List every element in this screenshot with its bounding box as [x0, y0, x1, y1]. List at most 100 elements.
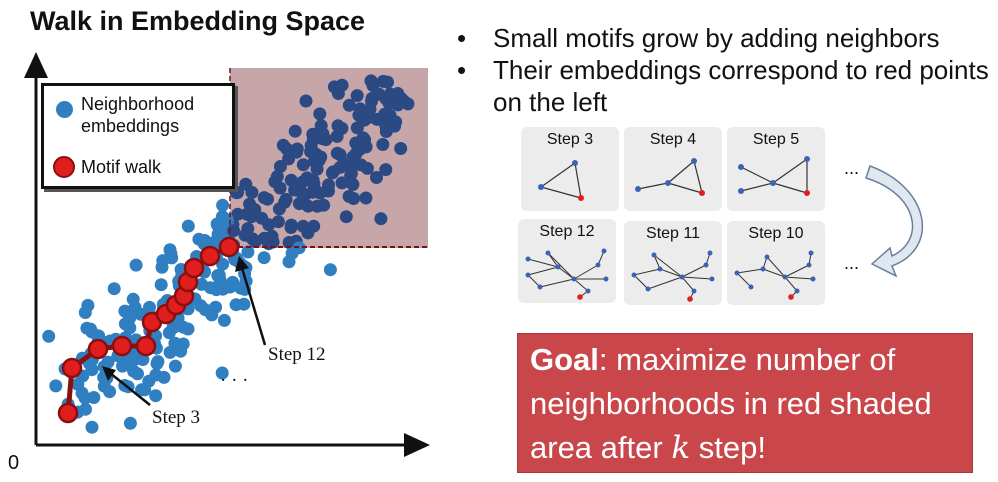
neighborhood-point: [127, 364, 141, 378]
neighborhood-point: [394, 142, 408, 155]
neighborhood-point: [327, 80, 341, 94]
neighborhood-point: [210, 217, 224, 231]
neighborhood-point: [335, 121, 349, 135]
neighborhood-point: [360, 161, 374, 175]
neighborhood-point: [326, 165, 340, 179]
goal-keyword: Goal: [530, 342, 599, 377]
neighborhood-point: [216, 198, 230, 212]
neighborhood-point: [85, 363, 99, 377]
neighborhood-point: [85, 420, 99, 434]
neighborhood-point: [313, 107, 327, 121]
neighborhood-point: [257, 251, 271, 265]
neighborhood-point: [168, 359, 182, 373]
page-title: Walk in Embedding Space: [30, 6, 366, 36]
neighborhood-point: [229, 186, 243, 200]
neighborhood-point: [217, 313, 231, 327]
step3-annotation: Step 3: [152, 407, 201, 428]
neighborhood-point: [126, 292, 140, 306]
neighborhood-point: [282, 152, 296, 166]
neighborhood-point: [288, 124, 302, 138]
step-card-label: Step 10: [748, 225, 804, 242]
neighborhood-point: [370, 171, 383, 184]
neighborhood-point: [75, 386, 89, 400]
step-card-label: Step 4: [649, 131, 697, 148]
neighborhood-point: [335, 176, 349, 190]
motif-graph-icon: [525, 248, 609, 300]
neighborhood-point: [78, 306, 92, 319]
neighborhood-point: [307, 154, 321, 168]
neighborhood-point: [149, 368, 163, 382]
neighborhood-point: [339, 210, 353, 224]
neighborhood-point: [163, 243, 177, 257]
neighborhood-point: [229, 298, 243, 312]
neighborhood-point: [323, 263, 337, 277]
legend-motif-swatch: [53, 156, 75, 178]
walk-ellipsis: · · ·: [220, 370, 249, 391]
step-card-label: Step 5: [752, 131, 800, 148]
curved-arrow-icon: [865, 165, 924, 278]
neighborhood-point: [216, 282, 230, 296]
neighborhood-point: [212, 268, 226, 282]
neighborhood-point: [284, 173, 298, 187]
neighborhood-point: [181, 219, 195, 233]
neighborhood-point: [257, 191, 271, 205]
neighborhood-point: [123, 416, 137, 430]
neighborhood-point: [381, 75, 394, 89]
ellipsis-bottom: ...: [844, 253, 860, 273]
neighborhood-point: [280, 142, 294, 156]
neighborhood-point: [204, 281, 217, 295]
legend-neighborhood-swatch: [56, 101, 73, 118]
neighborhood-point: [342, 189, 356, 203]
legend: Neighborhood embeddings Motif walk: [41, 83, 235, 189]
neighborhood-point: [227, 224, 241, 238]
neighborhood-point: [101, 355, 115, 369]
neighborhood-point: [307, 219, 321, 233]
neighborhood-point: [220, 213, 234, 227]
step12-pointer-line: [240, 267, 267, 346]
neighborhood-point: [366, 79, 380, 92]
motif-walk-point: [61, 357, 83, 379]
neighborhood-point: [198, 234, 212, 247]
goal-text-before-k: : maximize number of neighborhoods in re…: [530, 342, 932, 465]
neighborhood-point: [198, 303, 212, 317]
neighborhood-point: [313, 186, 327, 200]
neighborhood-point: [273, 160, 287, 173]
neighborhood-point: [123, 321, 137, 335]
bullet-item: • Their embeddings correspond to red poin…: [457, 55, 989, 117]
legend-neighborhood-label-line1: Neighborhood: [81, 94, 195, 114]
neighborhood-point: [154, 278, 168, 292]
neighborhood-point: [266, 235, 280, 249]
neighborhood-point: [394, 91, 408, 105]
bullet-text: Their embeddings correspond to red point…: [493, 55, 989, 117]
neighborhood-point: [284, 218, 298, 232]
neighborhood-point: [344, 166, 358, 180]
neighborhood-point: [273, 181, 287, 195]
neighborhood-point: [143, 300, 156, 314]
neighborhood-point: [353, 142, 367, 156]
neighborhood-point: [87, 391, 101, 404]
step12-arrow-icon: [235, 256, 249, 272]
step-card-label: Step 11: [646, 225, 700, 242]
neighborhood-point: [376, 138, 390, 151]
motif-graph-icon: [538, 160, 584, 201]
step3-pointer-line: [109, 372, 151, 406]
neighborhood-point: [322, 178, 335, 192]
neighborhood-point: [279, 192, 293, 206]
neighborhood-point: [359, 191, 373, 205]
neighborhood-point: [241, 222, 255, 236]
step-card-12: Step 12: [518, 219, 616, 303]
neighborhood-point: [209, 300, 223, 314]
y-axis-arrow-icon: [24, 52, 48, 78]
legend-motif-label: Motif walk: [81, 157, 162, 177]
bullet-list: • Small motifs grow by adding neighbors •…: [453, 22, 993, 118]
x-axis-arrow-icon: [404, 433, 430, 457]
neighborhood-point: [150, 357, 164, 370]
motif-graph-icon: [631, 250, 715, 302]
neighborhood-point: [231, 207, 245, 221]
neighborhood-point: [384, 115, 398, 129]
neighborhood-point: [216, 257, 230, 271]
neighborhood-point: [156, 254, 170, 268]
neighborhood-point: [241, 245, 255, 259]
neighborhood-point: [215, 366, 229, 380]
neighborhood-point: [138, 383, 152, 397]
